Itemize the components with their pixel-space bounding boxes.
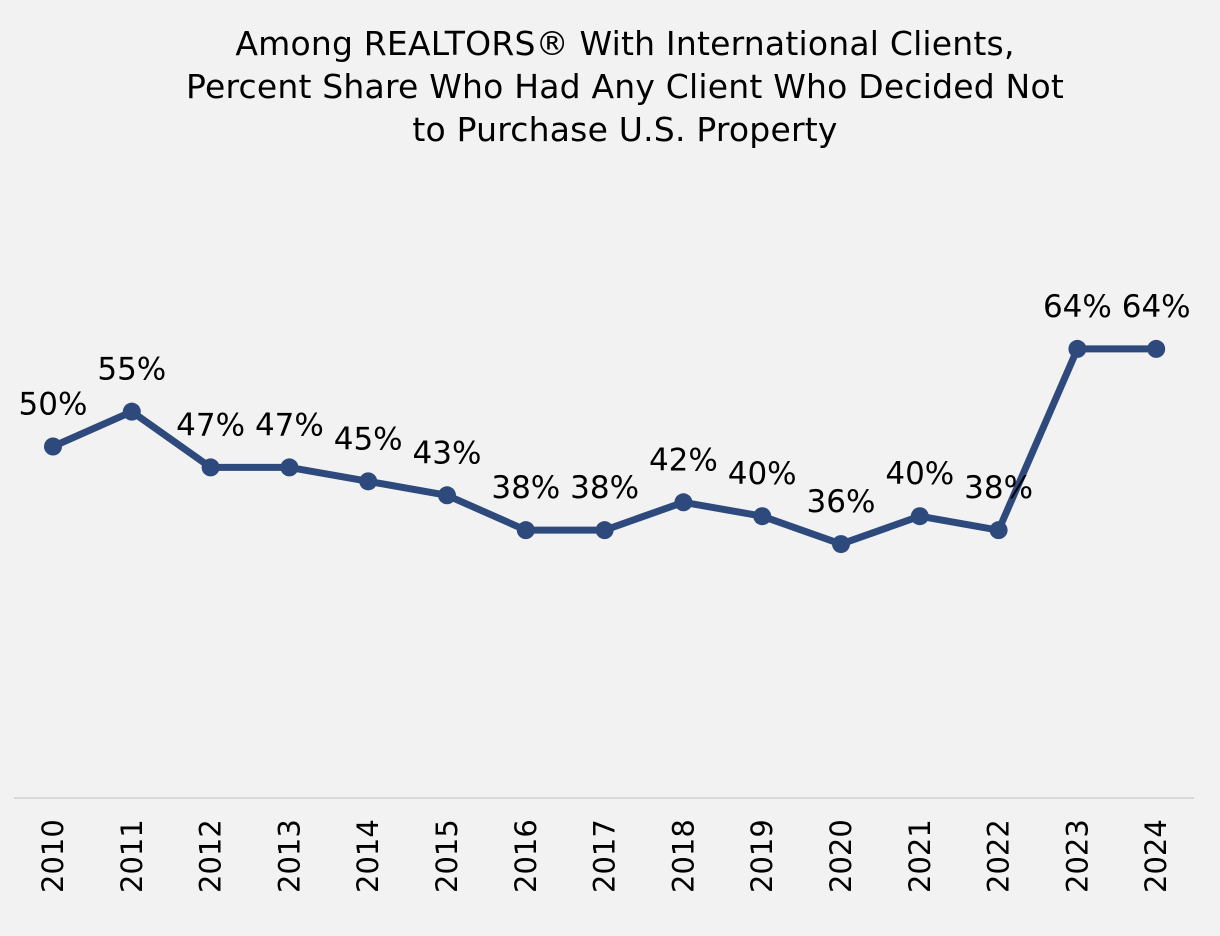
data-point — [1147, 339, 1166, 358]
chart-title-line-3: to Purchase U.S. Property — [412, 110, 838, 149]
data-label: 43% — [413, 435, 482, 471]
x-tick-label: 2023 — [1060, 819, 1094, 893]
data-point — [832, 535, 850, 554]
data-point — [280, 458, 299, 477]
data-label: 38% — [491, 470, 560, 506]
x-tick-label: 2013 — [272, 819, 306, 893]
data-point — [201, 458, 220, 477]
data-label: 55% — [97, 352, 166, 388]
data-label: 38% — [570, 470, 639, 506]
data-label: 50% — [19, 387, 88, 423]
data-label: 45% — [334, 421, 403, 457]
chart-title-line-1: Among REALTORS® With International Clien… — [235, 24, 1015, 63]
x-tick-label: 2014 — [351, 819, 385, 893]
data-label: 47% — [176, 407, 245, 443]
data-point — [674, 493, 693, 512]
data-point — [44, 437, 62, 456]
x-tick-label: 2018 — [666, 819, 700, 893]
x-tick-label: 2021 — [903, 819, 937, 893]
x-tick-label: 2017 — [588, 819, 622, 893]
data-point — [516, 521, 535, 540]
data-point — [122, 402, 141, 421]
data-label: 42% — [649, 442, 718, 478]
data-point — [1068, 339, 1087, 358]
x-tick-label: 2022 — [982, 819, 1016, 893]
data-label: 38% — [964, 470, 1033, 506]
data-point — [989, 521, 1008, 540]
chart-title: Among REALTORS® With International Clien… — [0, 22, 1220, 151]
x-tick-label: 2012 — [194, 819, 228, 893]
x-tick-label: 2015 — [430, 819, 464, 893]
x-tick-label: 2016 — [509, 819, 543, 893]
x-tick-label: 2024 — [1139, 819, 1173, 893]
data-point — [753, 507, 772, 526]
x-tick-label: 2019 — [745, 819, 779, 893]
x-tick-label: 2011 — [115, 819, 149, 893]
data-label: 47% — [255, 407, 324, 443]
x-tick-label: 2020 — [824, 819, 858, 893]
x-tick-label: 2010 — [36, 819, 70, 893]
data-point — [910, 507, 929, 526]
series-line — [49, 345, 1160, 548]
data-point — [438, 486, 456, 505]
data-point — [595, 521, 614, 540]
data-label: 40% — [728, 456, 797, 492]
data-point — [359, 472, 378, 491]
data-label: 40% — [885, 456, 954, 492]
data-label: 64% — [1043, 289, 1112, 325]
data-label: 36% — [807, 484, 876, 520]
data-label: 64% — [1122, 289, 1191, 325]
chart-title-line-2: Percent Share Who Had Any Client Who Dec… — [186, 67, 1064, 106]
